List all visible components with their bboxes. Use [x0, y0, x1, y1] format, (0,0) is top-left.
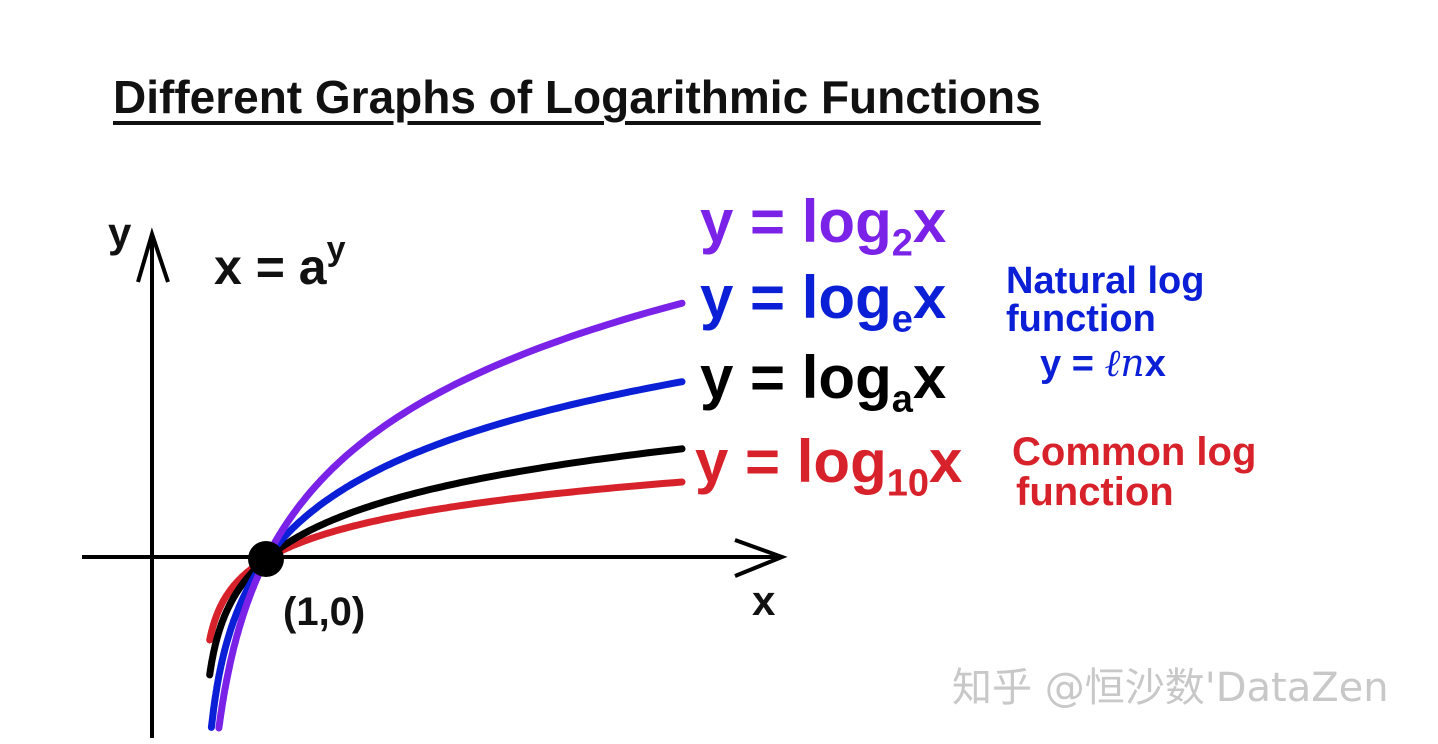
equation-loge-base: e: [891, 298, 913, 341]
equation-loga-prefix: y = log: [700, 344, 892, 411]
equation-loge-prefix: y = log: [700, 264, 892, 331]
equation-log2-base: 2: [891, 222, 913, 265]
equation-log10-prefix: y = log: [695, 428, 887, 495]
inverse-equation-base: x = a: [214, 239, 327, 295]
common-log-note-line2: function: [1016, 470, 1174, 514]
natural-log-alt-fn: ℓn: [1104, 341, 1145, 385]
diagram-title: Different Graphs of Logarithmic Function…: [113, 71, 1041, 123]
equation-log2-suffix: x: [912, 188, 947, 255]
equation-log10-base: 10: [886, 462, 929, 505]
equation-log2: y = log2x: [700, 192, 946, 263]
equation-loga-suffix: x: [912, 344, 947, 411]
equation-loga-base: a: [891, 378, 913, 421]
inverse-equation-exponent: y: [326, 230, 346, 269]
axes: [82, 227, 788, 738]
inverse-equation: x = ay: [214, 232, 346, 295]
equation-loge: y = logex: [700, 268, 946, 339]
equation-loge-suffix: x: [912, 264, 947, 331]
equation-loga: y = logax: [700, 348, 946, 419]
curves: [206, 299, 686, 732]
natural-log-alt-equation: y = ℓnx: [1040, 344, 1166, 383]
x-axis-arrowhead: [734, 538, 788, 578]
y-axis-arrowhead: [136, 227, 170, 283]
equation-log2-prefix: y = log: [700, 188, 892, 255]
common-log-note-line1: Common log: [1012, 430, 1257, 474]
curve-log2: [215, 299, 686, 732]
natural-log-note-line2: function: [1006, 298, 1156, 340]
natural-log-alt-prefix: y =: [1040, 343, 1105, 385]
common-log-note: Common log function: [1012, 432, 1256, 512]
point-label: (1,0): [283, 590, 366, 634]
y-axis-label: y: [108, 209, 132, 256]
equation-log10: y = log10x: [695, 432, 962, 503]
natural-log-note-line1: Natural log: [1006, 260, 1205, 302]
natural-log-note: Natural log function: [1006, 262, 1204, 338]
equation-log10-suffix: x: [929, 428, 963, 495]
natural-log-alt-suffix: x: [1144, 343, 1166, 385]
x-axis-label: x: [752, 577, 776, 624]
intersection-point: [248, 541, 284, 577]
watermark-text: 知乎 @恒沙数'DataZen: [952, 665, 1389, 711]
